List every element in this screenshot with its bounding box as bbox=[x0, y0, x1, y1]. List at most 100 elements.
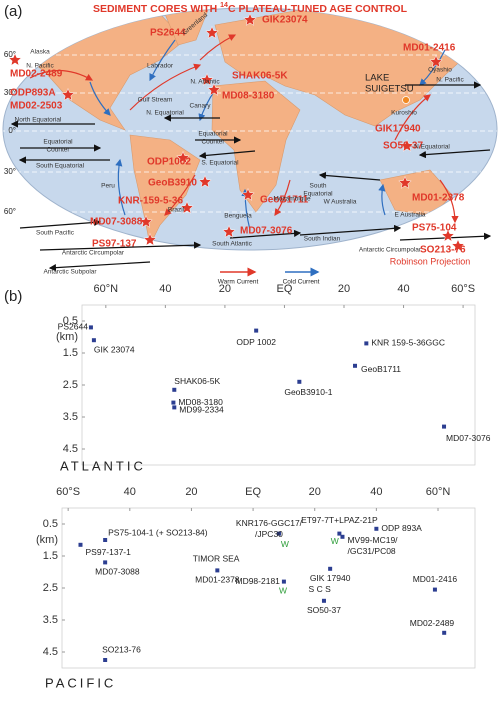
point-label: MD98-2181 bbox=[235, 576, 280, 586]
point-label: /GC31/PC08 bbox=[347, 546, 395, 556]
core-point bbox=[254, 328, 259, 333]
y-tick-label: 0.5 bbox=[43, 518, 58, 530]
projection: Robinson Projection bbox=[390, 256, 471, 266]
x-tick-label: 40 bbox=[370, 486, 382, 498]
core-point bbox=[353, 363, 358, 368]
current-label: Antarctic Circumpolar bbox=[359, 247, 422, 254]
map-title: SEDIMENT CORES WITH 14C PLATEAU-TUNED AG… bbox=[93, 2, 408, 14]
current-label: Antarctic Subpolar bbox=[43, 269, 97, 276]
current-label: N. Atlantic bbox=[190, 79, 220, 86]
currents bbox=[10, 34, 492, 272]
core-label: ODP893A bbox=[10, 88, 56, 99]
current-label: Oyashio bbox=[428, 67, 452, 74]
core-point bbox=[172, 387, 177, 392]
point-label: ET97-7T+LPAZ-21P bbox=[301, 515, 378, 525]
current-label: N. Pacific bbox=[436, 77, 464, 84]
core-label: MD08-3180 bbox=[222, 91, 275, 102]
continents bbox=[3, 9, 497, 250]
region-label: ATLANTIC bbox=[60, 458, 146, 473]
point-label: ODP 1002 bbox=[236, 337, 276, 347]
y-tick-label: 2.5 bbox=[63, 379, 78, 391]
current-label: Canary bbox=[190, 103, 212, 110]
core-star bbox=[61, 87, 75, 101]
current-label: South Atlantic bbox=[212, 241, 252, 248]
current-label: Equatorial bbox=[198, 131, 228, 138]
point-label: GeoB1711 bbox=[361, 364, 401, 374]
core-label: MD02-2489 bbox=[10, 69, 63, 80]
lake-label: LAKE bbox=[365, 73, 389, 84]
y-tick-label: 1.5 bbox=[43, 550, 58, 562]
point-label: ODP 893A bbox=[381, 523, 422, 533]
title-sup: 14 bbox=[220, 2, 228, 9]
current-label: N. Pacific bbox=[26, 63, 54, 70]
core-point bbox=[297, 379, 302, 384]
title-part: SEDIMENT CORES WITH bbox=[93, 3, 220, 15]
y-tick-label: 3.5 bbox=[43, 614, 58, 626]
core-point bbox=[321, 598, 326, 603]
current-label: Benguela bbox=[224, 213, 252, 220]
current-label: Counter bbox=[46, 147, 70, 154]
panel-label: (a) bbox=[4, 3, 22, 20]
x-tick-label: 20 bbox=[219, 283, 231, 295]
x-tick-label: 20 bbox=[309, 486, 321, 498]
current-label: Labrador bbox=[147, 63, 174, 70]
annotation: W bbox=[281, 539, 289, 549]
point-label: GIK 17940 bbox=[310, 573, 351, 583]
lat-label: 60° bbox=[4, 207, 16, 216]
current-label: S. Equatorial bbox=[201, 160, 239, 167]
core-star bbox=[143, 232, 157, 246]
point-label: KNR176-GGC17/ bbox=[236, 518, 303, 528]
core-label: MD01-2416 bbox=[403, 43, 456, 54]
x-tick-label: 40 bbox=[397, 283, 409, 295]
core-point bbox=[78, 542, 83, 547]
core-point bbox=[171, 400, 176, 405]
core-star bbox=[8, 52, 22, 66]
core-star bbox=[451, 238, 465, 252]
current-label: South Equatorial bbox=[36, 163, 85, 170]
x-tick-label: 60°S bbox=[451, 283, 475, 295]
core-label: SHAK06-5K bbox=[232, 71, 288, 82]
current-label: E Australia bbox=[394, 212, 425, 219]
core-label: GeoB1711 bbox=[260, 195, 309, 206]
annotation: W bbox=[331, 536, 339, 546]
current-label: Counter bbox=[201, 139, 225, 146]
current-label: Mozambique bbox=[273, 196, 311, 203]
core-label: GIK17940 bbox=[375, 124, 421, 135]
y-tick-label: 1.5 bbox=[63, 347, 78, 359]
core-star bbox=[198, 174, 212, 188]
core-star bbox=[180, 200, 194, 214]
point-label: /JPC30 bbox=[255, 529, 283, 539]
panel-label: (b) bbox=[4, 288, 22, 305]
core-star bbox=[207, 82, 221, 96]
core-point bbox=[432, 587, 437, 592]
point-label: MD02-2489 bbox=[410, 618, 455, 628]
y-tick-label: 3.5 bbox=[63, 411, 78, 423]
current-label: W Australia bbox=[324, 199, 357, 206]
core-star bbox=[441, 228, 455, 242]
core-point bbox=[328, 566, 333, 571]
legend-label: Cold Current bbox=[283, 279, 320, 286]
core-point bbox=[374, 526, 379, 531]
core-label: SO213-76 bbox=[420, 245, 466, 256]
core-point bbox=[442, 424, 447, 429]
core-star bbox=[200, 72, 214, 86]
core-point bbox=[281, 579, 286, 584]
core-point bbox=[103, 658, 108, 662]
core-point bbox=[340, 534, 345, 539]
legend-label: Warm Current bbox=[218, 279, 259, 286]
annotation: W bbox=[279, 585, 287, 595]
plot-frame bbox=[81, 304, 476, 466]
core-star bbox=[429, 54, 443, 68]
lat-label: 30° bbox=[4, 167, 16, 176]
current-label: North Equatorial bbox=[15, 117, 63, 124]
x-tick-label: 40 bbox=[159, 283, 171, 295]
current-label: South Indian bbox=[304, 236, 341, 243]
x-tick-label: EQ bbox=[245, 486, 261, 498]
annotation: S C S bbox=[309, 584, 332, 594]
current-label: Gulf Stream bbox=[138, 97, 173, 104]
core-point bbox=[91, 338, 96, 343]
y-tick-label: 4.5 bbox=[63, 443, 78, 455]
core-point bbox=[88, 325, 93, 330]
map: SEDIMENT CORES WITH 14C PLATEAU-TUNED AG… bbox=[2, 2, 498, 286]
y-tick-label: 0.5 bbox=[63, 315, 78, 327]
